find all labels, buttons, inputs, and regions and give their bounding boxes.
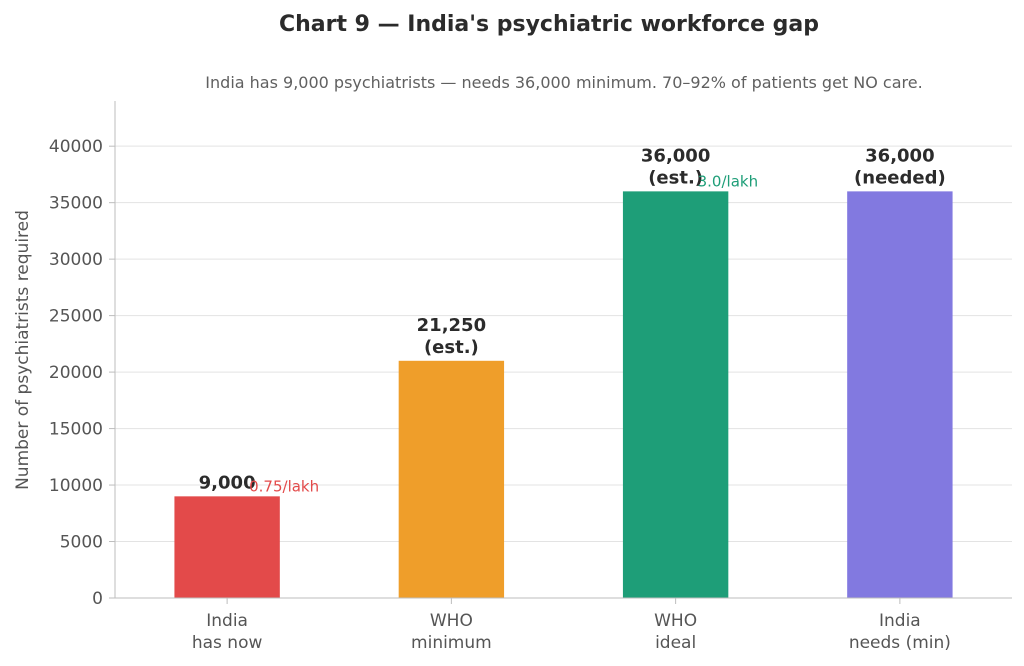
y-tick-label: 25000 — [49, 307, 103, 327]
chart-title: Chart 9 — India's psychiatric workforce … — [279, 12, 819, 37]
y-tick-label: 0 — [92, 589, 103, 609]
x-tick-label: WHO — [430, 611, 473, 631]
data-label: (needed) — [854, 167, 946, 188]
bar — [174, 496, 280, 598]
bar — [398, 360, 505, 598]
bar — [622, 191, 729, 598]
data-label: (est.) — [648, 167, 703, 188]
y-axis-label: Number of psychiatrists required — [13, 210, 33, 490]
y-tick-label: 20000 — [49, 363, 103, 383]
rate-annotation: 3.0/lakh — [698, 172, 758, 190]
chart-subtitle: India has 9,000 psychiatrists — needs 36… — [205, 73, 922, 92]
labels: 0 5000 10000 15000 20000 25000 30000 35000 40000… — [49, 137, 951, 653]
data-label: (est.) — [424, 337, 479, 358]
x-tick-label: India — [879, 611, 921, 631]
x-tick-label: minimum — [411, 633, 492, 653]
data-label: 21,250 — [417, 315, 486, 336]
bar — [847, 191, 953, 598]
x-tick-label: India — [206, 611, 248, 631]
x-tick-label: has now — [192, 633, 263, 653]
y-tick-label: 40000 — [49, 137, 103, 157]
axes — [109, 101, 1012, 604]
y-tick-label: 10000 — [49, 476, 103, 496]
y-tick-label: 15000 — [49, 420, 103, 440]
y-tick-label: 5000 — [60, 533, 103, 553]
x-tick-label: needs (min) — [849, 633, 951, 653]
data-label: 36,000 — [865, 145, 934, 166]
x-tick-label: ideal — [655, 633, 696, 653]
bars — [174, 191, 953, 598]
x-tick-label: WHO — [654, 611, 697, 631]
data-label: 36,000 — [641, 145, 710, 166]
data-label: 9,000 — [199, 472, 256, 493]
rate-annotation: 0.75/lakh — [249, 477, 319, 495]
y-tick-label: 30000 — [49, 250, 103, 270]
y-tick-label: 35000 — [49, 194, 103, 214]
